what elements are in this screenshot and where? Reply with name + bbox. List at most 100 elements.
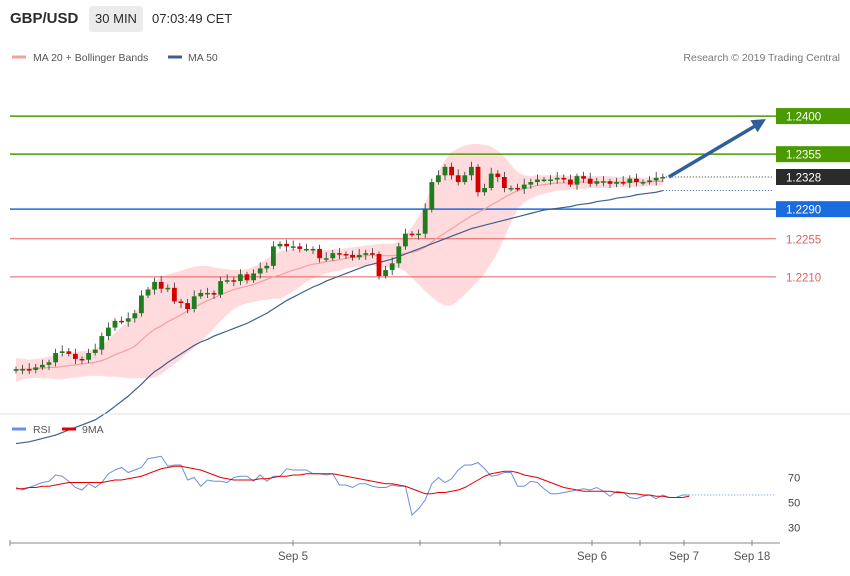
candle-body-12 (92, 349, 98, 353)
ma20-legend-label: MA 20 + Bollinger Bands (33, 52, 148, 64)
candle-body-51 (350, 254, 355, 258)
candle-body-78 (528, 182, 534, 185)
candle-body-18 (132, 313, 138, 319)
candle-body-97 (653, 177, 659, 181)
candle-body-30 (211, 292, 217, 295)
level-label-1.2400: 1.2400 (786, 112, 821, 124)
level-tag-1.2355 (776, 146, 850, 163)
candle-body-13 (99, 336, 105, 350)
candle-body-61 (416, 233, 421, 236)
candle-body-82 (554, 177, 560, 180)
candle-body-39 (271, 246, 276, 266)
candle-body-94 (634, 178, 639, 183)
candle-body-6 (53, 353, 58, 363)
candle-body-26 (185, 303, 190, 309)
candle-body-79 (535, 179, 540, 183)
candle-body-93 (627, 178, 633, 183)
candle-body-81 (548, 179, 553, 182)
candle-body-59 (403, 233, 408, 247)
candle-body-24 (172, 287, 177, 302)
candle-body-67 (455, 175, 461, 183)
candle-body-48 (330, 253, 336, 259)
candle-body-75 (508, 188, 514, 190)
candle-body-14 (106, 327, 111, 337)
candle-body-69 (469, 166, 474, 176)
candle-body-80 (541, 179, 547, 182)
time-label: 07:03:49 CET (152, 11, 233, 26)
candle-body-0 (13, 369, 19, 371)
candle-body-68 (462, 175, 468, 183)
candle-body-36 (251, 273, 256, 281)
candle-body-20 (145, 289, 151, 296)
candle-body-70 (475, 166, 481, 193)
level-label-1.2328: 1.2328 (786, 173, 821, 185)
candle-body-4 (40, 364, 45, 368)
rsi-legend-label: RSI (33, 424, 51, 436)
candle-body-49 (337, 253, 342, 255)
candle-body-22 (158, 281, 164, 289)
candle-body-3 (33, 367, 39, 370)
time-label-0: Sep 5 (278, 551, 308, 563)
candle-body-98 (660, 177, 666, 179)
level-tag-1.2255 (776, 230, 850, 247)
candle-body-65 (442, 166, 448, 176)
candle-body-41 (284, 243, 289, 247)
candle-body-25 (178, 301, 184, 304)
rsi-tick-70: 70 (788, 473, 800, 485)
candle-body-31 (218, 281, 223, 295)
candle-body-91 (614, 182, 619, 184)
level-tag-1.2328 (776, 169, 850, 185)
candle-body-21 (152, 281, 157, 290)
ma50-legend-label: MA 50 (188, 52, 218, 64)
bollinger-band (16, 144, 663, 382)
candle-body-16 (119, 320, 124, 323)
candle-body-87 (587, 178, 593, 184)
candle-body-15 (112, 320, 118, 328)
candle-body-66 (449, 166, 454, 176)
time-label-2: Sep 7 (669, 551, 699, 563)
candle-body-29 (205, 292, 210, 295)
level-label-1.2355: 1.2355 (786, 150, 821, 162)
level-label-1.2210: 1.2210 (786, 272, 821, 284)
candle-body-34 (238, 274, 243, 282)
candle-body-96 (647, 180, 652, 183)
candle-body-17 (125, 318, 131, 322)
level-tag-1.2400 (776, 108, 850, 125)
candle-body-11 (86, 353, 91, 360)
candle-body-58 (396, 246, 402, 264)
ma20-line (15, 180, 663, 371)
candle-body-1 (20, 369, 25, 371)
candle-body-77 (521, 184, 527, 189)
projection-arrow-line (667, 121, 761, 179)
candle-body-86 (581, 176, 586, 179)
candle-body-8 (66, 351, 72, 354)
rsi-tick-30: 30 (788, 523, 800, 535)
candle-body-54 (370, 253, 375, 255)
candle-body-38 (264, 265, 270, 269)
candle-body-9 (73, 353, 78, 359)
candle-body-27 (191, 296, 197, 309)
candle-body-88 (594, 181, 600, 184)
candle-body-92 (620, 182, 626, 184)
time-label-3: Sep 18 (734, 551, 770, 563)
candle-body-23 (165, 287, 171, 290)
candle-body-35 (244, 274, 250, 281)
candle-body-64 (436, 175, 441, 183)
candle-body-19 (139, 295, 144, 314)
candle-body-33 (231, 280, 237, 282)
timeframe-button[interactable]: 30 MIN (89, 6, 143, 32)
candle-body-42 (290, 246, 296, 248)
candle-body-43 (297, 246, 303, 249)
candle-body-50 (343, 254, 349, 256)
level-tag-1.2210 (776, 268, 850, 285)
candle-body-95 (640, 182, 646, 184)
candle-body-76 (515, 188, 520, 190)
rsi-panel: 70 50 30 (15, 455, 800, 535)
candle-body-53 (363, 253, 369, 255)
candle-body-57 (389, 263, 395, 271)
rsi-line (15, 455, 690, 516)
level-label-1.2290: 1.2290 (786, 205, 821, 217)
symbol-title: GBP/USD (10, 10, 79, 27)
candle-body-5 (46, 362, 52, 365)
